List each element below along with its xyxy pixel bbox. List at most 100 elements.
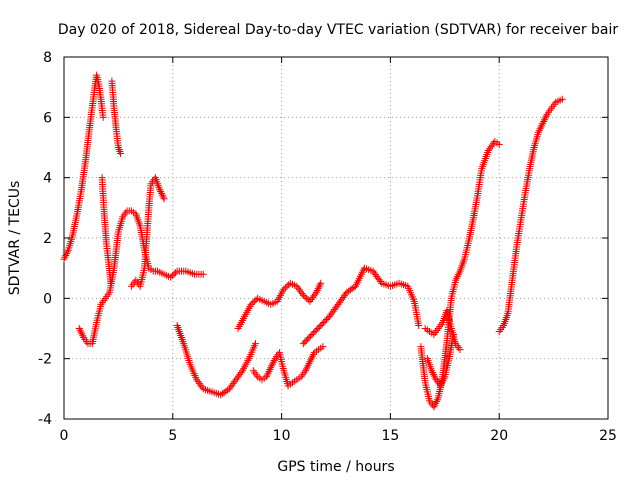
- x-tick-label: 20: [490, 428, 508, 444]
- data-point: [280, 285, 288, 293]
- data-point: [263, 371, 271, 379]
- data-point: [321, 317, 329, 325]
- data-point: [534, 128, 542, 136]
- series-track-a: [60, 71, 107, 263]
- series-track-g: [234, 279, 325, 332]
- data-point: [314, 285, 322, 293]
- data-point: [225, 385, 233, 393]
- data-point: [535, 127, 543, 135]
- data-point: [306, 297, 314, 305]
- data-point: [61, 253, 69, 261]
- data-point: [453, 274, 461, 282]
- data-point: [99, 113, 107, 121]
- data-point: [538, 121, 546, 129]
- data-point: [298, 290, 306, 298]
- series-track-f: [173, 321, 259, 399]
- data-point: [297, 288, 305, 296]
- data-point: [429, 370, 437, 378]
- data-point: [440, 375, 448, 383]
- data-point: [313, 286, 321, 294]
- data-point: [487, 143, 495, 151]
- data-point: [310, 329, 318, 337]
- data-point: [78, 330, 86, 338]
- data-point: [195, 379, 203, 387]
- data-point: [454, 271, 462, 279]
- data-point: [285, 281, 293, 289]
- data-point: [432, 399, 440, 407]
- data-point: [302, 337, 310, 345]
- data-point: [251, 340, 259, 348]
- data-point: [320, 318, 328, 326]
- axis-ticks: 0 5 10 15 20 25 -4 -2 0 2 4 6 8: [38, 50, 617, 444]
- data-point: [79, 332, 87, 340]
- data-point: [157, 189, 165, 197]
- data-point: [295, 286, 303, 294]
- data-point: [160, 195, 168, 203]
- data-point: [319, 343, 327, 351]
- data-point: [433, 396, 441, 404]
- data-point: [249, 299, 257, 307]
- data-point: [305, 359, 313, 367]
- data-point: [431, 374, 439, 382]
- data-point: [308, 294, 316, 302]
- data-point: [486, 145, 494, 153]
- data-point: [63, 250, 71, 258]
- data-point: [310, 292, 318, 300]
- data-point: [488, 141, 496, 149]
- data-point: [537, 123, 545, 131]
- data-point: [302, 367, 310, 375]
- series-track-m: [495, 95, 566, 336]
- x-axis-label: GPS time / hours: [277, 459, 394, 475]
- data-point: [311, 290, 319, 298]
- data-point: [307, 332, 315, 340]
- data-point: [452, 276, 460, 284]
- data-point: [76, 326, 84, 334]
- data-point: [299, 291, 307, 299]
- data-point: [62, 251, 70, 259]
- data-point: [235, 372, 243, 380]
- data-point: [315, 323, 323, 331]
- data-point: [159, 193, 167, 201]
- data-point: [247, 300, 255, 308]
- data-point: [309, 350, 317, 358]
- data-point: [265, 367, 273, 375]
- data-point: [539, 119, 547, 127]
- data-point: [455, 269, 463, 277]
- data-point: [342, 290, 350, 298]
- data-point: [270, 356, 278, 364]
- data-point: [227, 383, 235, 391]
- data-point: [60, 255, 68, 263]
- data-point: [268, 362, 276, 370]
- data-point: [236, 370, 244, 378]
- data-point: [301, 338, 309, 346]
- data-point: [293, 282, 301, 290]
- data-point: [456, 346, 464, 354]
- data-point: [308, 354, 316, 362]
- data-point: [429, 369, 437, 377]
- series-track-l: [423, 331, 458, 390]
- x-tick-label: 5: [168, 428, 177, 444]
- data-point: [318, 320, 326, 328]
- grid-lines: [64, 57, 608, 419]
- x-tick-label: 10: [273, 428, 291, 444]
- data-point: [315, 283, 323, 291]
- data-point: [317, 321, 325, 329]
- series-track-d: [98, 174, 115, 287]
- data-point: [157, 188, 165, 196]
- y-axis-label: SDTVAR / TECUs: [7, 181, 23, 296]
- data-point: [237, 369, 245, 377]
- data-point: [540, 116, 548, 124]
- data-point: [436, 382, 444, 390]
- data-point: [229, 379, 237, 387]
- data-point: [250, 297, 258, 305]
- data-point: [304, 361, 312, 369]
- series-track-i: [299, 264, 423, 348]
- data-point: [281, 284, 289, 292]
- series-track-e: [127, 174, 168, 290]
- data-point: [311, 328, 319, 336]
- data-point: [453, 273, 461, 281]
- data-point: [77, 328, 85, 336]
- data-point: [323, 315, 331, 323]
- data-point: [542, 112, 550, 120]
- data-point: [231, 378, 239, 386]
